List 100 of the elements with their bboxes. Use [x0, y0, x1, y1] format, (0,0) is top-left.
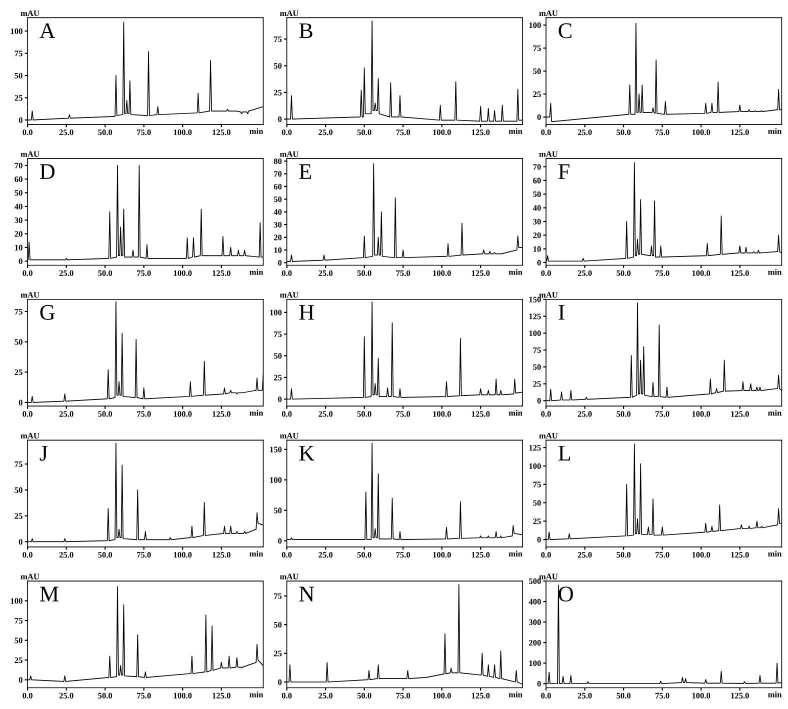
y-tick-label: 125: [529, 314, 541, 320]
x-tick-label: 50.0: [357, 130, 372, 136]
y-tick-label: 50: [14, 487, 22, 493]
x-tick-label: 100.0: [433, 130, 451, 136]
y-tick-label: 100: [270, 477, 282, 483]
x-tick-label: 50.0: [98, 411, 112, 417]
x-tick-label: 50.0: [616, 270, 631, 276]
y-tick-label: 25: [533, 518, 541, 524]
y-tick-label: 100: [10, 28, 22, 34]
y-tick-label: 20: [14, 231, 22, 237]
x-axis-title: min: [768, 410, 782, 416]
y-tick-label: 50: [274, 508, 282, 514]
x-tick-label: 75.0: [396, 411, 410, 417]
x-tick-label: 0.0: [541, 130, 551, 136]
y-axis-title: mAU: [280, 574, 299, 580]
y-tick-label: 60: [533, 178, 541, 184]
x-tick-label: 125.0: [731, 552, 749, 558]
x-tick-label: 50.0: [98, 130, 112, 136]
x-tick-label: 75.0: [137, 270, 151, 276]
x-axis-title: min: [250, 691, 264, 698]
y-tick-label: 75: [14, 50, 22, 56]
chart-title: L: [558, 446, 570, 460]
y-tick-label: 75: [14, 308, 22, 314]
x-axis-title: min: [508, 268, 522, 275]
y-tick-label: 70: [274, 171, 282, 177]
x-tick-label: 100.0: [433, 411, 451, 417]
x-tick-label: 75.0: [656, 552, 670, 558]
y-tick-label: 70: [14, 162, 22, 168]
y-tick-label: 50: [274, 353, 282, 359]
y-tick-label: 100: [529, 463, 541, 469]
chart-title: M: [40, 586, 58, 602]
x-axis-title: min: [508, 691, 522, 698]
y-axis-title: mAU: [539, 292, 558, 298]
x-tick-label: 0.0: [22, 270, 32, 276]
x-tick-label: 100.0: [433, 552, 451, 558]
x-tick-label: 100.0: [174, 130, 192, 136]
y-tick-label: 75: [533, 46, 541, 52]
x-tick-label: 0.0: [541, 692, 551, 698]
y-tick-label: 150: [270, 446, 282, 452]
y-tick-label: 40: [14, 204, 22, 210]
chart-title: I: [558, 305, 564, 320]
x-tick-label: 125.0: [212, 270, 230, 276]
y-tick-label: 0: [278, 679, 282, 685]
x-tick-label: 0.0: [22, 692, 32, 698]
x-tick-label: 0.0: [282, 130, 292, 136]
x-tick-label: 25.0: [59, 270, 74, 276]
x-tick-label: 100.0: [692, 411, 710, 417]
y-tick-label: 25: [14, 513, 22, 519]
x-axis-title: min: [768, 550, 782, 556]
y-tick-label: 75: [274, 332, 282, 338]
y-tick-label: 60: [14, 176, 22, 182]
y-tick-label: 50: [274, 63, 282, 69]
y-tick-label: 50: [14, 638, 22, 644]
y-axis-title: mAU: [20, 432, 40, 439]
y-axis-title: mAU: [20, 292, 40, 298]
x-tick-label: 75.0: [396, 552, 410, 558]
y-tick-label: 0: [537, 114, 541, 120]
chart-title: G: [40, 304, 55, 320]
x-tick-label: 100.0: [174, 552, 192, 558]
x-tick-label: 25.0: [578, 552, 592, 558]
y-tick-label: 80: [274, 158, 282, 164]
x-tick-label: 25.0: [318, 411, 333, 417]
x-tick-label: 100.0: [692, 130, 710, 136]
x-tick-label: 50.0: [357, 411, 372, 417]
y-tick-label: 50: [533, 191, 541, 198]
y-axis-title: mAU: [539, 432, 558, 439]
x-tick-label: 125.0: [212, 130, 230, 136]
x-tick-label: 125.0: [731, 270, 749, 276]
y-axis-title: mAU: [20, 10, 40, 16]
chart-title: E: [299, 164, 312, 179]
x-tick-label: 125.0: [472, 692, 490, 698]
x-tick-label: 25.0: [578, 270, 592, 276]
y-tick-label: 50: [533, 68, 541, 74]
x-tick-label: 0.0: [22, 552, 32, 558]
y-tick-label: 25: [14, 95, 22, 101]
x-tick-label: 50.0: [616, 130, 631, 136]
x-tick-label: 100.0: [692, 270, 710, 276]
y-tick-label: 0: [278, 116, 282, 122]
x-tick-label: 50.0: [616, 411, 631, 417]
y-tick-label: 100: [529, 660, 541, 666]
x-tick-label: 100.0: [174, 411, 192, 417]
chart-title: H: [299, 305, 314, 320]
y-tick-label: 25: [274, 90, 282, 96]
y-tick-label: 0: [18, 677, 22, 683]
y-tick-label: 75: [274, 36, 282, 42]
y-tick-label: 100: [10, 598, 22, 604]
x-tick-label: 0.0: [541, 411, 551, 417]
x-tick-label: 125.0: [731, 411, 749, 417]
x-tick-label: 75.0: [137, 552, 151, 558]
y-tick-label: 500: [529, 578, 541, 584]
x-tick-label: 75.0: [137, 692, 151, 698]
x-axis-title: min: [250, 268, 264, 275]
y-tick-label: 50: [14, 190, 22, 196]
chart-title: D: [40, 164, 55, 179]
x-tick-label: 25.0: [59, 692, 74, 698]
y-tick-label: 0: [18, 117, 22, 123]
y-tick-label: 40: [532, 205, 541, 211]
y-tick-label: 60: [274, 184, 282, 190]
x-tick-label: 75.0: [396, 692, 410, 698]
x-tick-label: 25.0: [318, 130, 333, 136]
